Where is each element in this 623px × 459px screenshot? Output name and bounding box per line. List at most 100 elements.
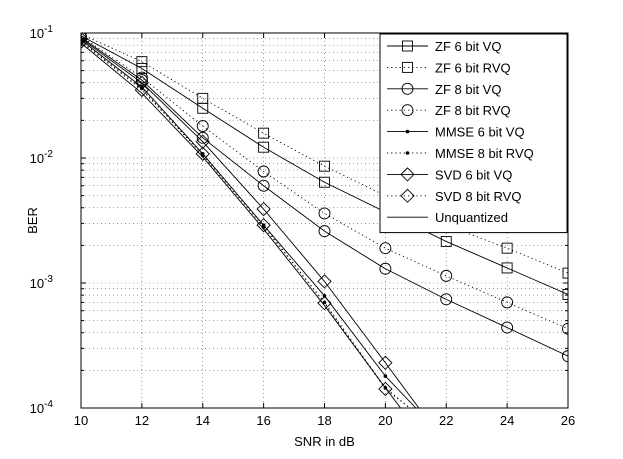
legend-entry-zf-6-bit-rvq: ZF 6 bit RVQ [387,60,511,75]
series-zf-8-bit-vq [81,33,568,363]
data-point-zf-8-bit-vq [257,179,270,192]
series-line-svd-6-bit-vq [81,38,420,408]
legend-entry-mmse-6-bit-vq: MMSE 6 bit VQ [387,125,525,140]
data-point-svd-8-bit-rvq [134,82,150,98]
legend-entry-zf-8-bit-vq: ZF 8 bit VQ [387,82,501,97]
x-tick-label: 18 [317,413,331,428]
x-tick-label: 24 [500,413,514,428]
legend-label-mmse-8-bit-rvq: MMSE 8 bit RVQ [435,146,534,161]
legend-label-zf-6-bit-rvq: ZF 6 bit RVQ [435,60,511,75]
data-point-svd-8-bit-rvq [81,34,89,49]
data-point-zf-6-bit-rvq [136,56,148,68]
x-tick-label: 22 [439,413,453,428]
y-tick-label: 10-1 [30,24,54,41]
legend-marker-svd-8-bit-rvq [400,188,415,203]
legend-entry-svd-8-bit-rvq: SVD 8 bit RVQ [387,188,521,204]
series-zf-8-bit-rvq [81,33,568,335]
legend-entry-svd-6-bit-vq: SVD 6 bit VQ [387,167,512,182]
data-point-zf-8-bit-vq [562,350,568,363]
data-point-zf-8-bit-rvq [318,207,331,220]
data-point-svd-6-bit-vq [195,134,210,149]
data-point-zf-8-bit-rvq [501,296,514,309]
y-tick-label-base: 10 [30,26,44,41]
data-point-mmse-8-bit-rvq [322,300,327,305]
data-point-zf-6-bit-vq [562,288,568,300]
legend-marker-mmse-6-bit-vq [405,129,410,134]
legend-marker-mmse-8-bit-rvq [405,151,410,155]
data-point-svd-8-bit-rvq [378,381,393,397]
data-point-zf-8-bit-vq [318,225,331,238]
data-point-svd-8-bit-rvq [256,218,271,233]
data-point-zf-8-bit-vq [196,131,209,144]
grid [81,33,568,408]
legend-entry-zf-6-bit-vq: ZF 6 bit VQ [387,39,501,54]
legend-marker-zf-8-bit-vq [401,82,414,95]
series-line-unquantized [81,42,401,408]
series-line-zf-8-bit-vq [81,37,568,357]
y-tick-label-exponent: -2 [44,149,53,160]
data-point-zf-6-bit-vq [258,141,270,153]
data-point-svd-6-bit-vq [317,274,332,289]
x-tick-label: 20 [378,413,392,428]
data-point-zf-6-bit-rvq [258,127,270,139]
series-line-zf-6-bit-rvq [81,33,568,274]
legend-box [379,33,568,234]
legend-label-unquantized: Unquantized [435,210,508,225]
data-point-zf-8-bit-rvq [379,242,392,255]
x-axis-label: SNR in dB [294,434,355,449]
data-point-zf-6-bit-rvq [501,242,513,254]
x-tick-label: 12 [135,413,149,428]
y-tick-label-base: 10 [30,276,44,291]
series-line-zf-6-bit-vq [81,35,568,295]
legend-label-zf-8-bit-rvq: ZF 8 bit RVQ [435,103,511,118]
legend-marker-zf-6-bit-vq [402,40,413,52]
data-point-zf-8-bit-vq [501,321,514,334]
data-point-svd-6-bit-vq [256,201,271,217]
data-point-zf-8-bit-vq [379,262,392,275]
data-point-svd-6-bit-vq [81,33,89,46]
x-tick-label: 10 [74,413,88,428]
y-tick-label-exponent: -3 [44,274,53,285]
y-tick-label: 10-3 [30,274,54,291]
data-point-zf-6-bit-rvq [319,160,330,172]
x-tick-label: 16 [256,413,270,428]
data-point-svd-6-bit-vq [378,355,393,370]
y-tick-label: 10-2 [30,149,54,166]
legend-entry-zf-8-bit-rvq: ZF 8 bit RVQ [387,103,511,118]
data-point-zf-6-bit-vq [501,262,513,274]
data-point-zf-8-bit-rvq [196,120,209,133]
legend: ZF 6 bit VQ ZF 6 bit RVQ ZF 8 bit VQ ZF 8 b… [379,33,568,234]
data-point-zf-8-bit-rvq [81,33,87,43]
y-tick-label: 10-4 [30,399,54,416]
y-tick-label-base: 10 [30,151,44,166]
x-tick-label: 14 [196,413,210,428]
x-tick-label: 26 [561,413,575,428]
data-point-zf-6-bit-rvq [197,92,209,104]
data-point-mmse-6-bit-vq [322,293,327,298]
legend-marker-zf-6-bit-rvq [402,61,413,73]
legend-label-zf-6-bit-vq: ZF 6 bit VQ [435,39,501,54]
series-svd-8-bit-rvq [81,34,411,408]
y-tick-label-base: 10 [30,401,44,416]
data-point-zf-6-bit-rvq [562,267,568,279]
series-unquantized [81,42,401,408]
data-point-svd-6-bit-vq [134,75,150,90]
data-point-zf-8-bit-rvq [257,165,270,178]
y-tick-label-exponent: -4 [44,399,53,410]
legend-marker-zf-8-bit-rvq [401,104,414,117]
legend-entry-mmse-8-bit-rvq: MMSE 8 bit RVQ [387,146,534,161]
legend-label-svd-6-bit-vq: SVD 6 bit VQ [435,167,512,182]
legend-marker-svd-6-bit-vq [400,167,415,182]
y-tick-label-exponent: -1 [44,24,53,35]
data-point-zf-6-bit-vq [319,176,330,188]
legend-label-svd-8-bit-rvq: SVD 8 bit RVQ [435,189,521,204]
series-svd-6-bit-vq [81,33,420,408]
y-axis-label: BER [25,207,40,234]
data-point-zf-8-bit-rvq [440,269,453,282]
data-point-zf-6-bit-vq [136,63,148,74]
legend-label-mmse-6-bit-vq: MMSE 6 bit VQ [435,125,525,140]
data-point-zf-8-bit-vq [440,293,453,306]
